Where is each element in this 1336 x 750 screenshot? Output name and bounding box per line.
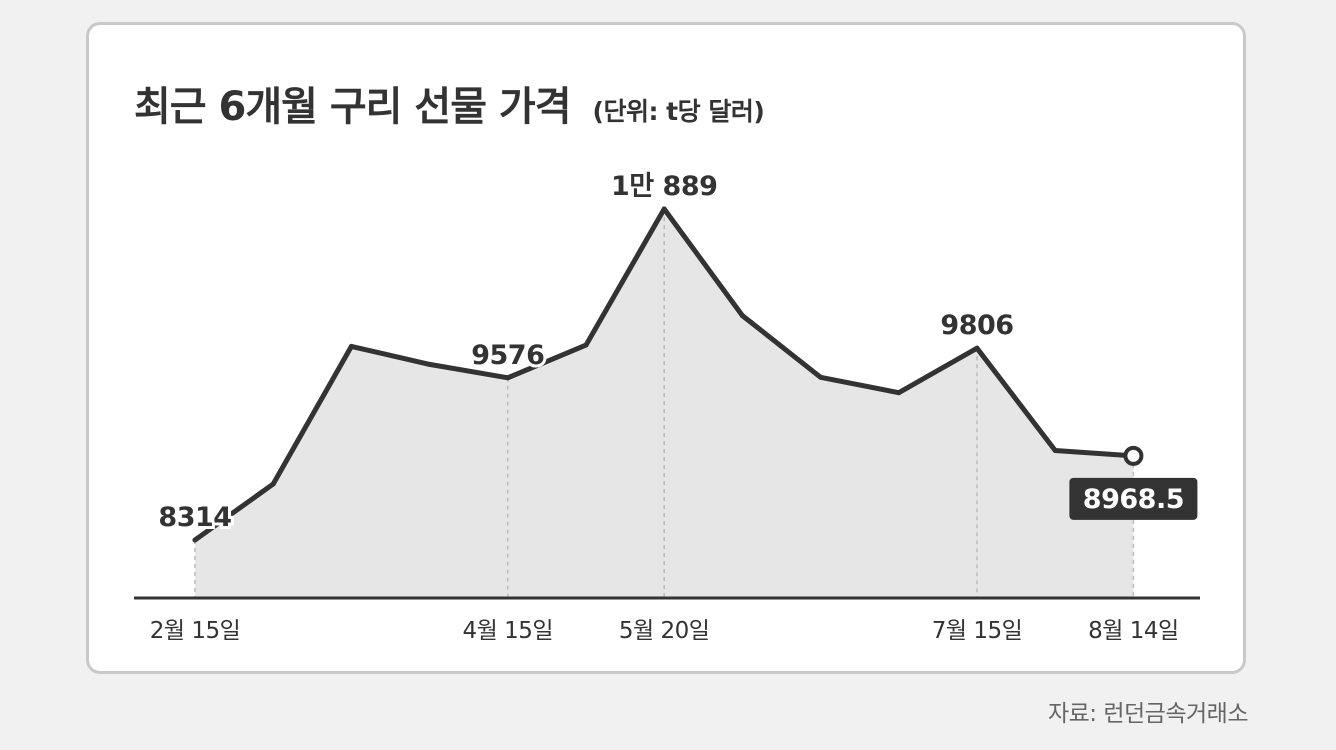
data-point bbox=[348, 343, 354, 349]
data-point bbox=[896, 390, 902, 396]
data-point bbox=[818, 374, 824, 380]
x-tick-label: 4월 15일 bbox=[463, 618, 554, 644]
data-label: 9576 bbox=[471, 340, 544, 371]
data-point bbox=[739, 313, 745, 319]
x-tick-label: 8월 14일 bbox=[1088, 618, 1179, 644]
data-point bbox=[974, 345, 980, 351]
data-point bbox=[1052, 448, 1058, 454]
data-point bbox=[505, 375, 511, 381]
data-label: 8314 bbox=[158, 502, 231, 533]
data-point bbox=[583, 342, 589, 348]
x-tick-label: 5월 20일 bbox=[619, 618, 710, 644]
last-value-box bbox=[1069, 477, 1198, 520]
data-label: 9806 bbox=[940, 310, 1013, 341]
source-note: 자료: 런던금속거래소 bbox=[1047, 701, 1249, 727]
data-label: 8968.5 bbox=[1083, 484, 1184, 515]
data-label: 1만 889 bbox=[611, 171, 717, 202]
data-point bbox=[427, 361, 433, 367]
data-point bbox=[270, 481, 276, 487]
data-point bbox=[1123, 445, 1144, 466]
data-point bbox=[192, 537, 198, 543]
chart-unit-label: (단위: t당 달러) bbox=[592, 97, 765, 126]
x-tick-label: 2월 15일 bbox=[150, 618, 241, 644]
x-tick-label: 7월 15일 bbox=[932, 618, 1023, 644]
chart-title-main: 최근 6개월 구리 선물 가격 bbox=[134, 84, 572, 130]
chart-title: 최근 6개월 구리 선물 가격 (단위: t당 달러) bbox=[134, 74, 765, 132]
data-point bbox=[661, 206, 667, 212]
